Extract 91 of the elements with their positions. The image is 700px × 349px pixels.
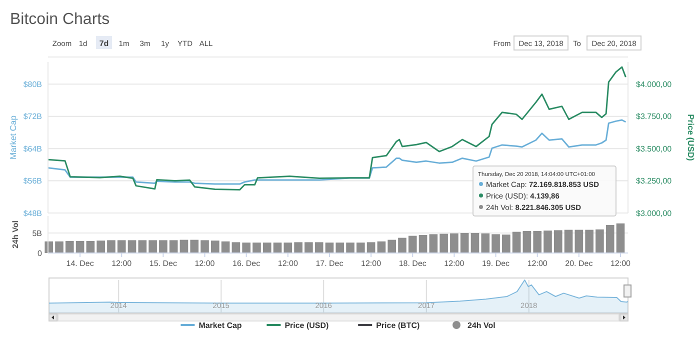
- bar: [211, 240, 220, 253]
- x-tick-label: 12:00: [112, 259, 132, 268]
- bar: [294, 242, 302, 253]
- bar: [76, 241, 84, 253]
- bar: [284, 242, 292, 253]
- bar: [481, 233, 490, 253]
- bar: [128, 240, 136, 253]
- bar: [512, 232, 521, 253]
- bar: [408, 236, 417, 253]
- bar: [429, 234, 438, 253]
- bar: [180, 240, 188, 253]
- bar: [336, 242, 344, 253]
- bar: [585, 230, 594, 253]
- legend-label: Price (USD): [284, 321, 330, 330]
- bar: [450, 233, 458, 253]
- y-tick-label: $56B: [23, 176, 42, 186]
- x-tick-label: 12:00: [444, 259, 465, 268]
- y-tick-label: $80B: [23, 80, 42, 89]
- x-tick-label: 17. Dec: [316, 259, 344, 268]
- line-series: [48, 66, 626, 191]
- y-axis-title: 24h Vol: [11, 220, 20, 248]
- bar: [138, 240, 147, 253]
- x-tick-label: 12:00: [194, 259, 216, 268]
- bar: [440, 234, 448, 253]
- x-tick-label: 20. Dec: [565, 259, 593, 268]
- bar: [117, 240, 126, 253]
- bar: [96, 240, 105, 253]
- bar: [86, 241, 95, 253]
- bar: [398, 238, 406, 253]
- bar: [159, 240, 168, 253]
- bar: [616, 223, 625, 253]
- x-tick-label: 12:00: [278, 259, 298, 268]
- bar: [55, 241, 64, 253]
- y-tick-label: 5B: [32, 228, 42, 238]
- bar: [564, 230, 573, 253]
- x-tick-label: 18. Dec: [398, 259, 426, 268]
- x-tick-label: 12:00: [527, 259, 548, 268]
- bar: [418, 235, 428, 253]
- bar: [366, 242, 376, 253]
- bar: [377, 241, 386, 253]
- bar: [148, 240, 157, 253]
- y2-tick-label: $4.000,00: [636, 80, 672, 89]
- y-tick-label: $48B: [23, 208, 42, 218]
- y-tick-label: $64B: [23, 144, 42, 154]
- x-tick-label: 16. Dec: [232, 259, 260, 268]
- bar: [65, 241, 74, 253]
- legend-label: Market Cap: [198, 321, 242, 330]
- legend-label: Price (BTC): [376, 321, 420, 330]
- y2-tick-label: $3.500,00: [636, 144, 672, 154]
- y2-axis-title: Price (USD): [686, 114, 696, 162]
- x-tick-label: 19. Dec: [482, 259, 510, 268]
- bar: [314, 242, 324, 253]
- bar: [596, 229, 604, 253]
- y2-tick-label: $3.750,00: [636, 112, 672, 122]
- y2-tick-label: $3.000,00: [636, 208, 672, 218]
- bar: [242, 242, 250, 253]
- bar: [304, 242, 313, 253]
- bar: [325, 242, 334, 253]
- bar: [492, 234, 500, 253]
- x-tick-label: 14. Dec: [66, 259, 94, 268]
- bar: [190, 240, 199, 253]
- bar: [544, 230, 552, 253]
- bar: [232, 242, 240, 253]
- bar: [502, 234, 510, 253]
- text: 7d: [99, 39, 109, 48]
- y-tick-label: $72B: [23, 112, 42, 122]
- y-tick-label: 0: [38, 248, 43, 258]
- x-tick-label: 12:00: [610, 259, 632, 268]
- chart-title: Bitcoin Charts: [10, 11, 110, 28]
- bar: [273, 242, 282, 253]
- bar: [200, 240, 209, 253]
- bar: [606, 225, 614, 253]
- y-axis-title: Market Cap: [8, 115, 18, 160]
- bar: [470, 233, 480, 253]
- bar: [356, 242, 365, 253]
- bar: [252, 242, 261, 253]
- bar: [460, 233, 469, 253]
- bar: [574, 230, 584, 253]
- bar: [388, 240, 396, 253]
- bar: [554, 230, 562, 253]
- bar: [533, 231, 542, 253]
- bar: [107, 240, 116, 253]
- bar: [262, 242, 272, 253]
- x-tick-label: 15. Dec: [149, 259, 177, 268]
- bar: [169, 240, 178, 253]
- bar: [346, 242, 354, 253]
- legend-label: 24h Vol: [468, 321, 496, 330]
- x-tick-label: 12:00: [361, 259, 382, 268]
- bar: [522, 231, 532, 253]
- y2-tick-label: $3.250,00: [636, 176, 672, 186]
- bar: [221, 241, 230, 253]
